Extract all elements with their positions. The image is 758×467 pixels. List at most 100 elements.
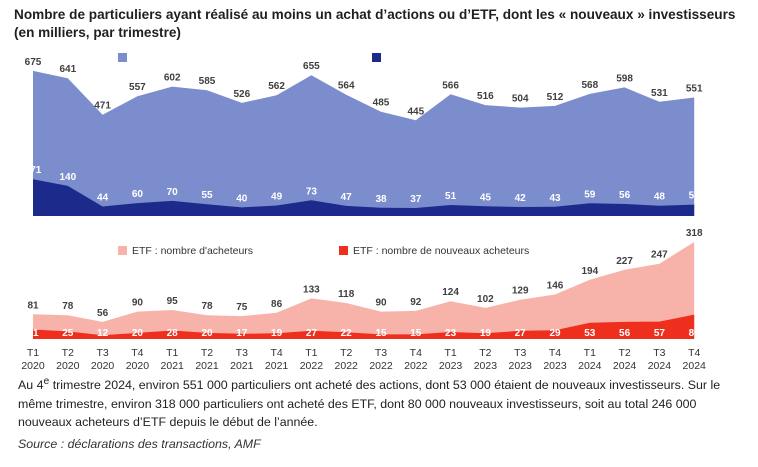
actions-data-label-total: 471 — [94, 101, 111, 112]
etf-data-label-total: 81 — [27, 300, 39, 311]
actions-data-label-total: 516 — [477, 91, 494, 102]
actions-legend-swatch-total — [118, 53, 127, 62]
actions-legend-label-new: Actions : nombre de nouveaux acheteurs — [386, 52, 577, 64]
actions-data-label-new: 171 — [25, 165, 42, 176]
etf-data-label-new: 20 — [132, 328, 144, 339]
x-tick-label-quarter: T3 — [375, 347, 387, 359]
etf-data-label-total: 78 — [201, 301, 213, 312]
actions-data-label-new: 37 — [410, 194, 422, 205]
etf-data-label-new: 80 — [689, 328, 701, 339]
etf-data-label-new: 27 — [306, 328, 318, 339]
etf-data-label-total: 118 — [338, 289, 355, 300]
actions-data-label-total: 602 — [164, 73, 181, 84]
x-tick-label-year: 2024 — [683, 360, 707, 370]
etf-data-label-total: 318 — [686, 228, 703, 239]
etf-data-label-new: 19 — [480, 328, 492, 339]
commentary-part-1: Au 4 — [18, 378, 44, 393]
x-tick-label-quarter: T4 — [131, 347, 143, 359]
etf-data-label-total: 194 — [581, 266, 598, 277]
etf-legend-label-new: ETF : nombre de nouveaux acheteurs — [353, 245, 529, 257]
x-tick-label-quarter: T2 — [340, 347, 352, 359]
etf-data-label-total: 102 — [477, 294, 494, 305]
x-tick-label-quarter: T1 — [166, 347, 178, 359]
actions-data-label-new: 49 — [271, 192, 283, 203]
actions-area-new — [33, 179, 695, 216]
actions-data-label-total: 526 — [233, 89, 250, 100]
etf-data-label-new: 57 — [654, 328, 666, 339]
x-tick-label-year: 2022 — [369, 360, 393, 370]
x-tick-label-quarter: T3 — [96, 347, 108, 359]
actions-data-label-total: 655 — [303, 61, 320, 72]
commentary-superscript: e — [43, 376, 50, 387]
actions-data-label-total: 566 — [442, 80, 459, 91]
x-tick-label-quarter: T2 — [618, 347, 630, 359]
etf-data-label-total: 86 — [271, 299, 283, 310]
actions-data-label-total: 564 — [338, 81, 355, 92]
actions-data-label-total: 562 — [268, 81, 285, 92]
actions-data-label-new: 73 — [306, 186, 318, 197]
x-tick-label-quarter: T1 — [584, 347, 596, 359]
x-tick-label-quarter: T2 — [479, 347, 491, 359]
chart-commentary: Au 4e trimestre 2024, environ 551 000 pa… — [18, 373, 743, 432]
actions-data-label-new: 44 — [97, 193, 109, 204]
etf-data-label-total: 227 — [616, 256, 633, 267]
x-tick-label-quarter: T4 — [549, 347, 561, 359]
actions-data-label-new: 55 — [201, 190, 213, 201]
actions-data-label-total: 485 — [373, 98, 390, 109]
actions-legend-swatch-new — [372, 53, 381, 62]
actions-data-label-total: 445 — [407, 106, 424, 117]
actions-data-label-total: 531 — [651, 88, 668, 99]
actions-data-label-total: 504 — [512, 94, 529, 105]
x-tick-label-quarter: T3 — [514, 347, 526, 359]
etf-area-total — [33, 242, 695, 339]
x-tick-label-year: 2020 — [126, 360, 150, 370]
actions-data-label-new: 51 — [445, 191, 457, 202]
etf-data-label-new: 15 — [410, 328, 422, 339]
etf-data-label-new: 28 — [167, 328, 179, 339]
etf-data-label-total: 247 — [651, 250, 668, 261]
etf-data-label-total: 129 — [512, 286, 529, 297]
etf-data-label-new: 19 — [271, 328, 283, 339]
x-tick-label-quarter: T4 — [410, 347, 422, 359]
etf-data-label-total: 146 — [547, 281, 564, 292]
etf-data-label-new: 20 — [201, 328, 213, 339]
etf-data-label-new: 56 — [619, 328, 631, 339]
x-tick-label-year: 2020 — [21, 360, 45, 370]
commentary-part-2: trimestre 2024, environ 551 000 particul… — [18, 378, 721, 430]
etf-legend-swatch-new — [339, 246, 348, 255]
x-tick-label-year: 2022 — [300, 360, 324, 370]
x-tick-label-year: 2023 — [509, 360, 533, 370]
actions-data-label-new: 47 — [341, 192, 353, 203]
etf-data-label-total: 92 — [410, 297, 422, 308]
actions-data-label-total: 585 — [199, 76, 216, 87]
etf-legend-label-total: ETF : nombre d'acheteurs — [132, 245, 253, 257]
x-tick-label-year: 2024 — [648, 360, 672, 370]
etf-data-label-new: 53 — [584, 328, 596, 339]
x-tick-label-quarter: T4 — [270, 347, 282, 359]
actions-data-label-total: 675 — [25, 57, 42, 68]
x-tick-label-year: 2021 — [195, 360, 219, 370]
x-tick-label-quarter: T4 — [688, 347, 700, 359]
actions-data-label-new: 59 — [584, 189, 596, 200]
chart: Actions : nombre d'acheteurs Actions : no… — [21, 52, 707, 370]
x-tick-label-quarter: T2 — [62, 347, 74, 359]
etf-legend-swatch-total — [118, 246, 127, 255]
actions-data-label-new: 43 — [549, 193, 561, 204]
etf-data-label-total: 124 — [442, 287, 459, 298]
actions-data-label-new: 38 — [375, 194, 387, 205]
actions-data-label-total: 512 — [547, 92, 564, 103]
x-tick-label-year: 2023 — [474, 360, 498, 370]
actions-data-label-total: 557 — [129, 82, 146, 93]
actions-data-label-total: 568 — [581, 80, 598, 91]
etf-data-label-new: 29 — [549, 328, 561, 339]
actions-area-total — [33, 70, 695, 217]
etf-data-label-total: 90 — [132, 298, 144, 309]
x-tick-label-year: 2020 — [56, 360, 80, 370]
actions-data-label-new: 48 — [654, 192, 666, 203]
x-tick-label-year: 2024 — [578, 360, 602, 370]
actions-legend-label-total: Actions : nombre d'acheteurs — [132, 52, 268, 64]
actions-data-label-new: 56 — [619, 190, 631, 201]
x-tick-label-year: 2023 — [439, 360, 463, 370]
etf-data-label-new: 12 — [97, 328, 109, 339]
etf-data-label-new: 23 — [445, 328, 457, 339]
